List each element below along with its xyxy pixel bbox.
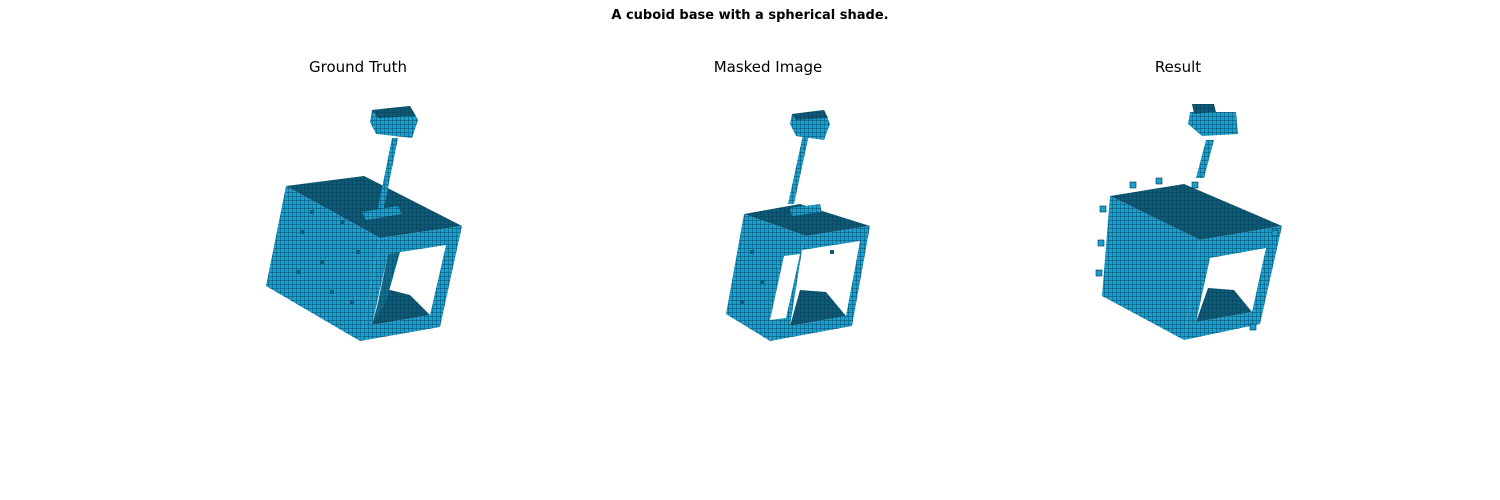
masked-stem [788, 130, 810, 204]
masked-missing-column [770, 254, 800, 320]
gt-shade-top [372, 106, 416, 118]
gt-cuboid-top [286, 176, 462, 238]
result-shade-top [1192, 104, 1216, 114]
result-shade [1188, 112, 1238, 136]
result-voxel-render [1095, 104, 1282, 340]
masked-image-voxel-render [726, 110, 870, 341]
masked-inner-floor [790, 290, 846, 326]
gt-inner-side [374, 252, 400, 322]
result-cuboid-left [1102, 196, 1200, 340]
panel-title-masked-image: Masked Image [713, 58, 823, 76]
gt-stem-base [362, 206, 402, 220]
gt-stem [378, 138, 398, 208]
result-cuboid-top [1110, 184, 1282, 240]
panel-title-result: Result [1154, 58, 1202, 76]
masked-shade-top [792, 110, 828, 120]
figure-title: A cuboid base with a spherical shade. [611, 8, 889, 23]
ground-truth-voxel-render [266, 106, 462, 341]
masked-cuboid-left [726, 214, 806, 341]
masked-stem-base [790, 204, 822, 216]
result-inner-floor [1196, 288, 1252, 322]
result-stem [1196, 140, 1214, 178]
panel-title-ground-truth: Ground Truth [309, 58, 407, 76]
masked-cuboid-top [744, 204, 870, 236]
